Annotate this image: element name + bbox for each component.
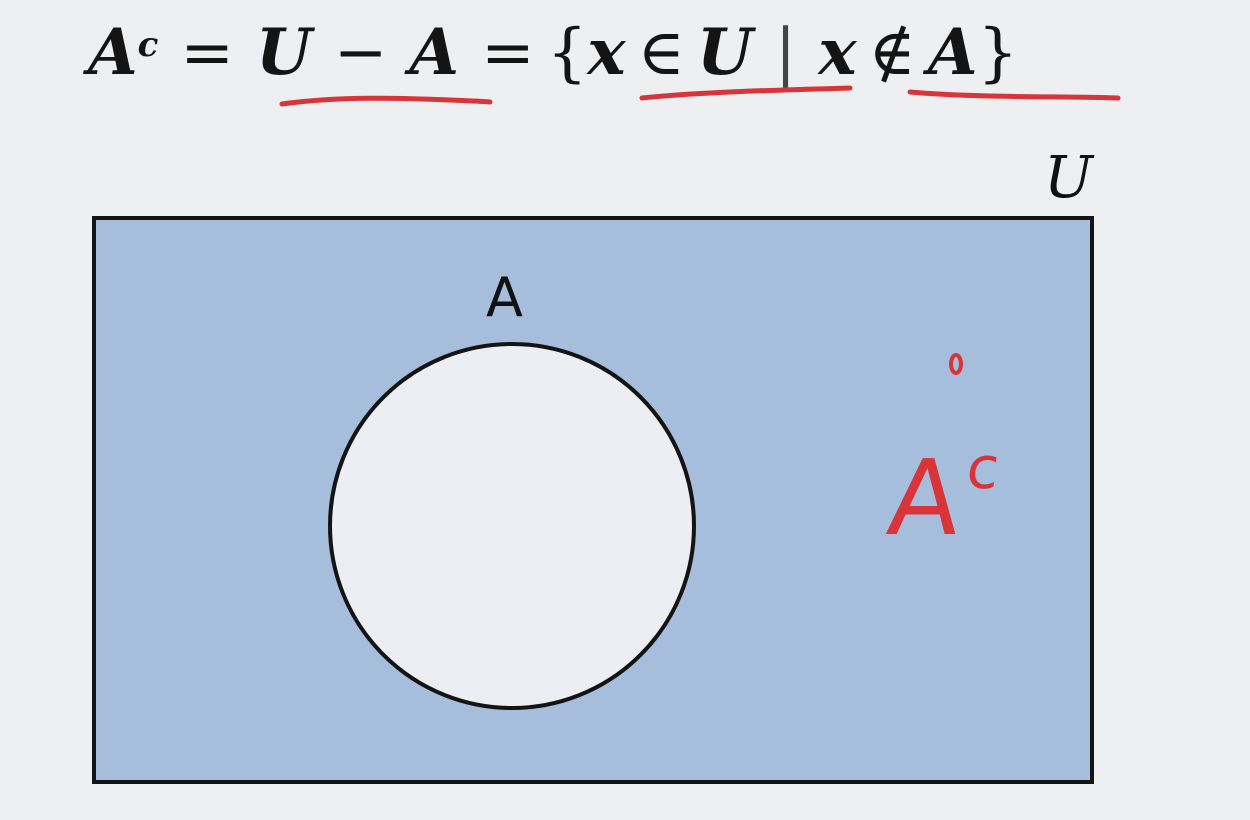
- ink-dot: [949, 353, 963, 375]
- formula-lhs: A: [88, 15, 138, 90]
- set-a-circle: [328, 342, 696, 710]
- formula-open-brace: {: [546, 16, 588, 90]
- formula-equals-2: =: [481, 16, 535, 90]
- formula-element-x-2: x: [818, 15, 857, 90]
- formula-close-brace: }: [977, 16, 1019, 90]
- underline-u-minus-a: [279, 95, 493, 107]
- formula-universe: U: [255, 15, 312, 90]
- formula-such-that-bar: |: [774, 16, 797, 90]
- universe-label: U: [1044, 143, 1093, 211]
- underline-x-in-u: [639, 85, 853, 101]
- complement-formula: Ac = U − A = {x ∈ U | x ∉ A}: [88, 8, 1018, 98]
- formula-minus: −: [333, 16, 388, 90]
- complement-annotation: Ac: [881, 434, 1002, 574]
- formula-set-a-2: A: [927, 15, 978, 90]
- formula-universe-2: U: [696, 15, 753, 90]
- formula-set-a: A: [409, 15, 460, 90]
- formula-equals-1: =: [180, 16, 234, 90]
- formula-lhs-superscript: c: [137, 25, 159, 65]
- formula-element-of: ∈: [637, 16, 685, 90]
- formula-not-element-of: ∉: [868, 16, 916, 90]
- set-a-label: A: [486, 266, 523, 329]
- complement-annotation-base: A: [882, 437, 967, 559]
- formula-element-x: x: [587, 15, 626, 90]
- underline-x-notin-a: [907, 89, 1121, 101]
